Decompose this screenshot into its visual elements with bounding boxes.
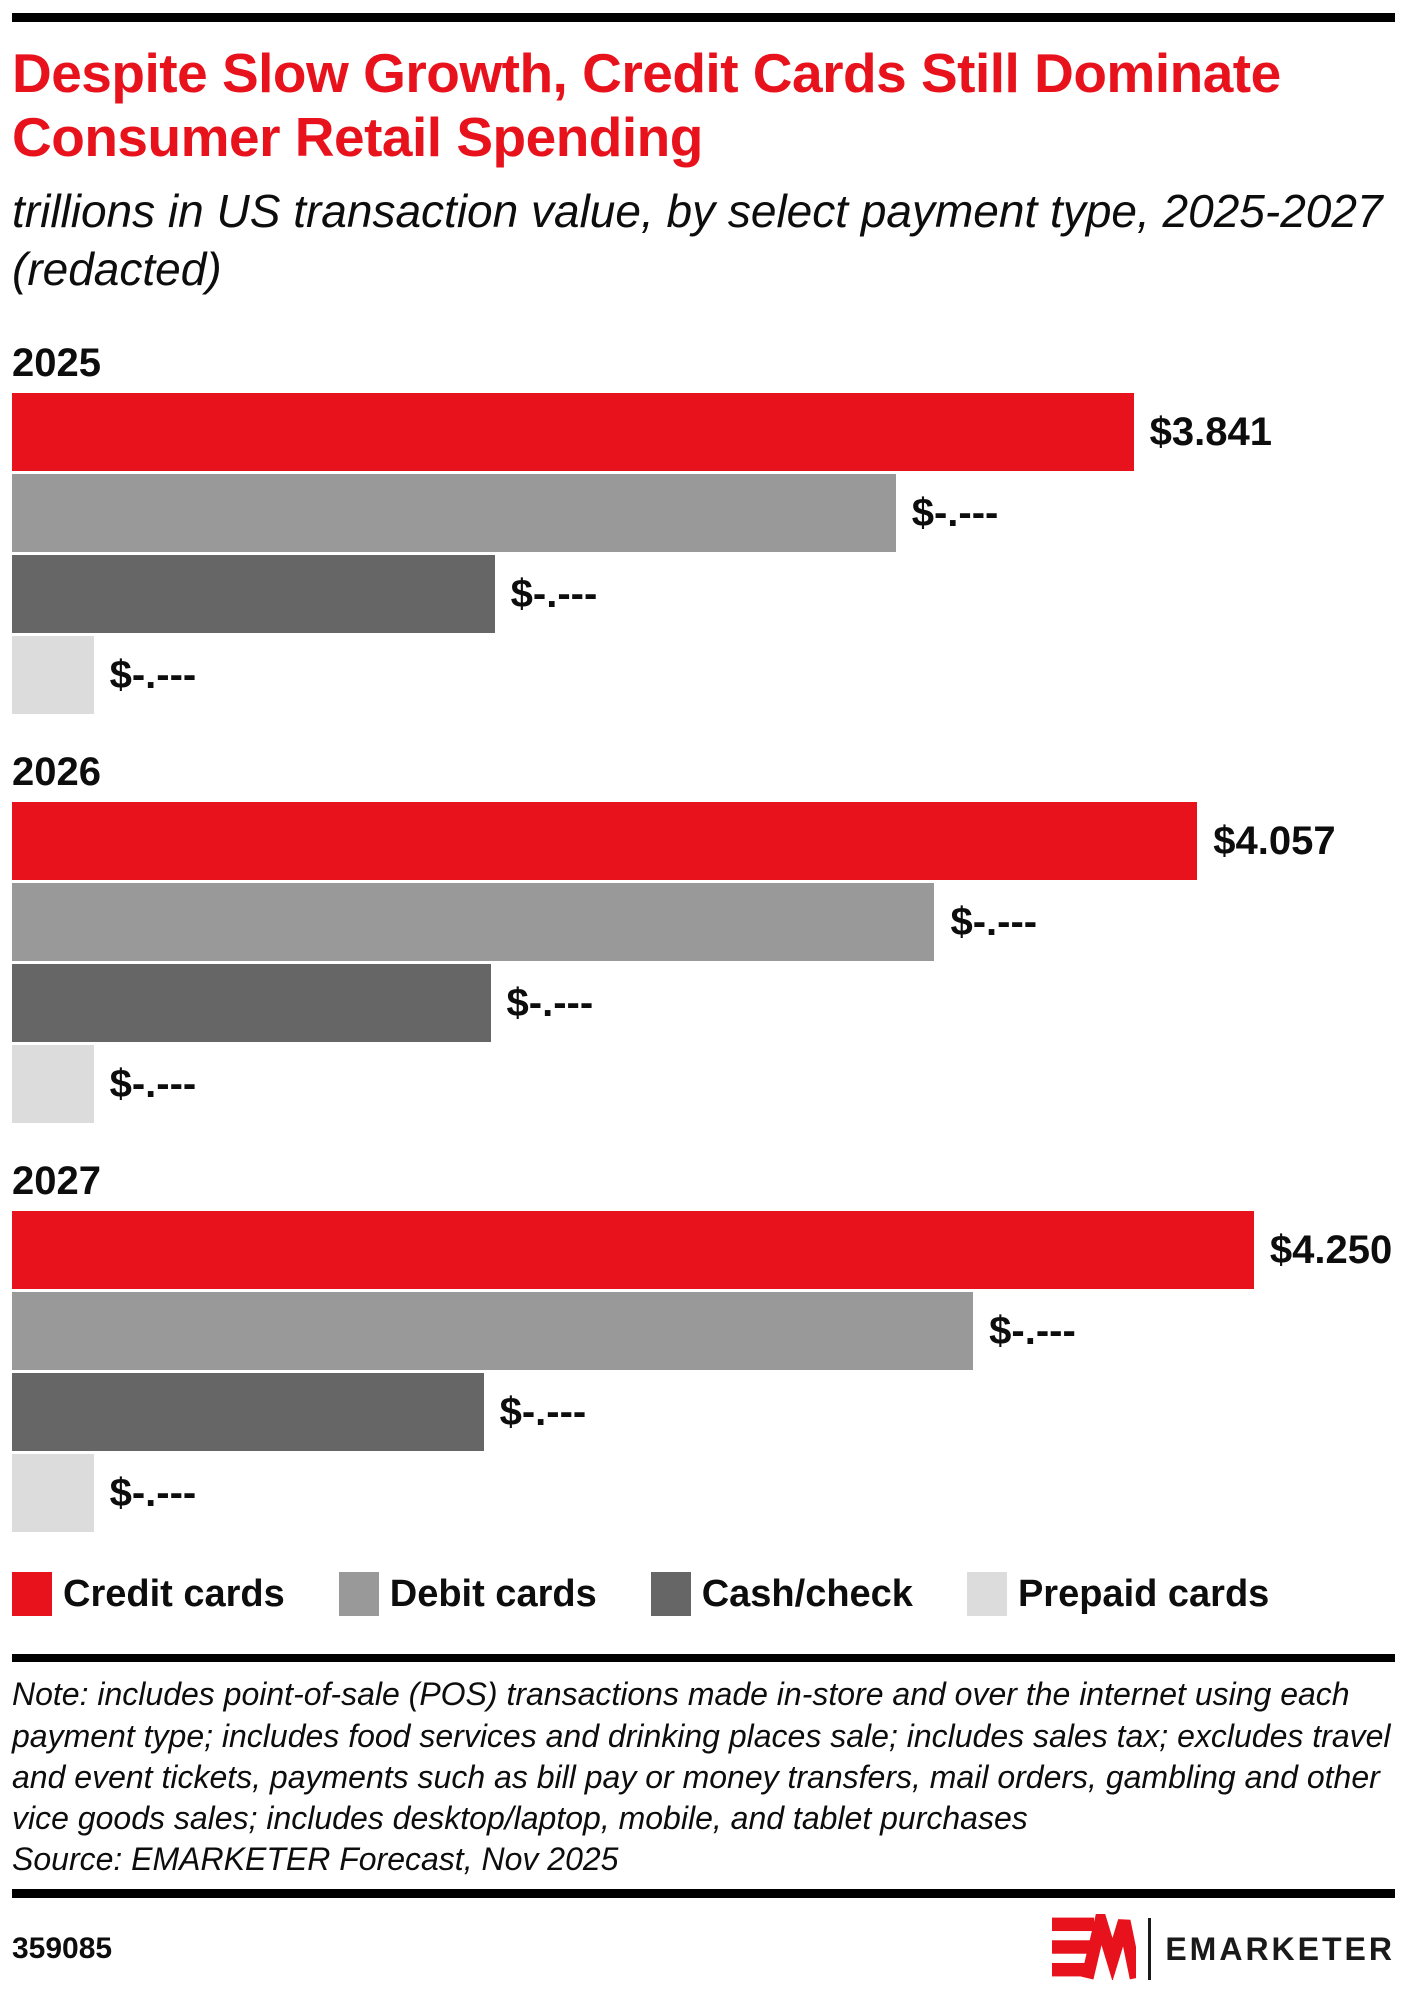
bar-value-prepaid-2025: $-.--- (109, 652, 197, 697)
top-rule (12, 13, 1395, 22)
bar-value-prepaid-2027: $-.--- (109, 1470, 197, 1515)
bar-row-prepaid-2026: $-.--- (12, 1045, 1395, 1124)
bar-group-2027: 2027 $4.250 $-.--- $-.--- $-.--- (12, 1159, 1395, 1533)
bar-group-2026: 2026 $4.057 $-.--- $-.--- $-.--- (12, 750, 1395, 1124)
bar-value-credit-2025: $3.841 (1149, 409, 1272, 454)
logo-divider (1148, 1918, 1152, 1981)
legend-label-cash-check: Cash/check (701, 1572, 913, 1615)
footnote-text: Note: includes point-of-sale (POS) trans… (12, 1676, 1391, 1837)
note-divider-rule (12, 1654, 1395, 1663)
bar-row-credit-2025: $3.841 (12, 393, 1395, 472)
bar-row-prepaid-2025: $-.--- (12, 636, 1395, 715)
legend-label-debit-cards: Debit cards (389, 1572, 597, 1615)
bar-prepaid-2027 (12, 1454, 94, 1533)
bar-prepaid-2025 (12, 636, 94, 715)
bar-value-cash-2027: $-.--- (499, 1389, 587, 1434)
bar-debit-2025 (12, 474, 896, 553)
source-text: Source: EMARKETER Forecast, Nov 2025 (12, 1841, 619, 1878)
bar-debit-2026 (12, 883, 935, 962)
year-label-2026: 2026 (12, 750, 101, 795)
bar-credit-2026 (12, 802, 1198, 881)
chart-id: 359085 (12, 1932, 113, 1966)
legend-item-prepaid-cards: Prepaid cards (966, 1572, 1270, 1617)
footer: 359085 EMARKETER (12, 1896, 1395, 1985)
legend-item-credit-cards: Credit cards (12, 1572, 285, 1617)
legend-swatch-credit-cards (12, 1572, 52, 1617)
bar-row-debit-2027: $-.--- (12, 1292, 1395, 1371)
emarketer-logo: EMARKETER (1052, 1896, 1395, 1985)
emarketer-logo-text: EMARKETER (1165, 1930, 1395, 1967)
bar-row-cash-2027: $-.--- (12, 1373, 1395, 1452)
bar-value-debit-2027: $-.--- (989, 1308, 1076, 1353)
emarketer-logo-mark-icon (1052, 1896, 1143, 1985)
bar-credit-2025 (12, 393, 1134, 472)
bar-value-prepaid-2026: $-.--- (109, 1061, 197, 1106)
legend-item-cash-check: Cash/check (650, 1572, 913, 1617)
year-label-2025: 2025 (12, 341, 101, 386)
bar-cash-2025 (12, 555, 495, 634)
bar-row-debit-2025: $-.--- (12, 474, 1395, 553)
bar-cash-2027 (12, 1373, 484, 1452)
chart-title: Despite Slow Growth, Credit Cards Still … (12, 42, 1281, 168)
bar-value-cash-2026: $-.--- (506, 980, 594, 1025)
bar-row-credit-2027: $4.250 (12, 1211, 1395, 1290)
bottom-rule (12, 1888, 1395, 1898)
bar-group-2025: 2025 $3.841 $-.--- $-.--- $-.--- (12, 341, 1395, 715)
legend-label-prepaid-cards: Prepaid cards (1017, 1572, 1270, 1615)
legend-item-debit-cards: Debit cards (338, 1572, 597, 1617)
bar-cash-2026 (12, 964, 491, 1043)
legend-swatch-debit-cards (338, 1572, 379, 1617)
bar-value-credit-2026: $4.057 (1213, 818, 1336, 863)
bar-row-prepaid-2027: $-.--- (12, 1454, 1395, 1533)
bar-value-cash-2025: $-.--- (510, 571, 598, 616)
bar-row-cash-2025: $-.--- (12, 555, 1395, 634)
chart-subtitle: trillions in US transaction value, by se… (12, 184, 1383, 296)
bar-value-debit-2026: $-.--- (950, 899, 1038, 944)
legend-swatch-prepaid-cards (966, 1572, 1007, 1617)
bar-row-credit-2026: $4.057 (12, 802, 1395, 881)
legend: Credit cards Debit cards Cash/check Prep… (12, 1572, 1395, 1617)
bar-value-debit-2025: $-.--- (911, 490, 999, 535)
bar-debit-2027 (12, 1292, 974, 1371)
bar-credit-2027 (12, 1211, 1254, 1290)
bar-prepaid-2026 (12, 1045, 94, 1124)
bar-value-credit-2027: $4.250 (1269, 1227, 1393, 1272)
year-label-2027: 2027 (12, 1159, 101, 1204)
legend-label-credit-cards: Credit cards (63, 1572, 285, 1615)
legend-swatch-cash-check (650, 1572, 691, 1617)
bar-row-cash-2026: $-.--- (12, 964, 1395, 1043)
bar-row-debit-2026: $-.--- (12, 883, 1395, 962)
